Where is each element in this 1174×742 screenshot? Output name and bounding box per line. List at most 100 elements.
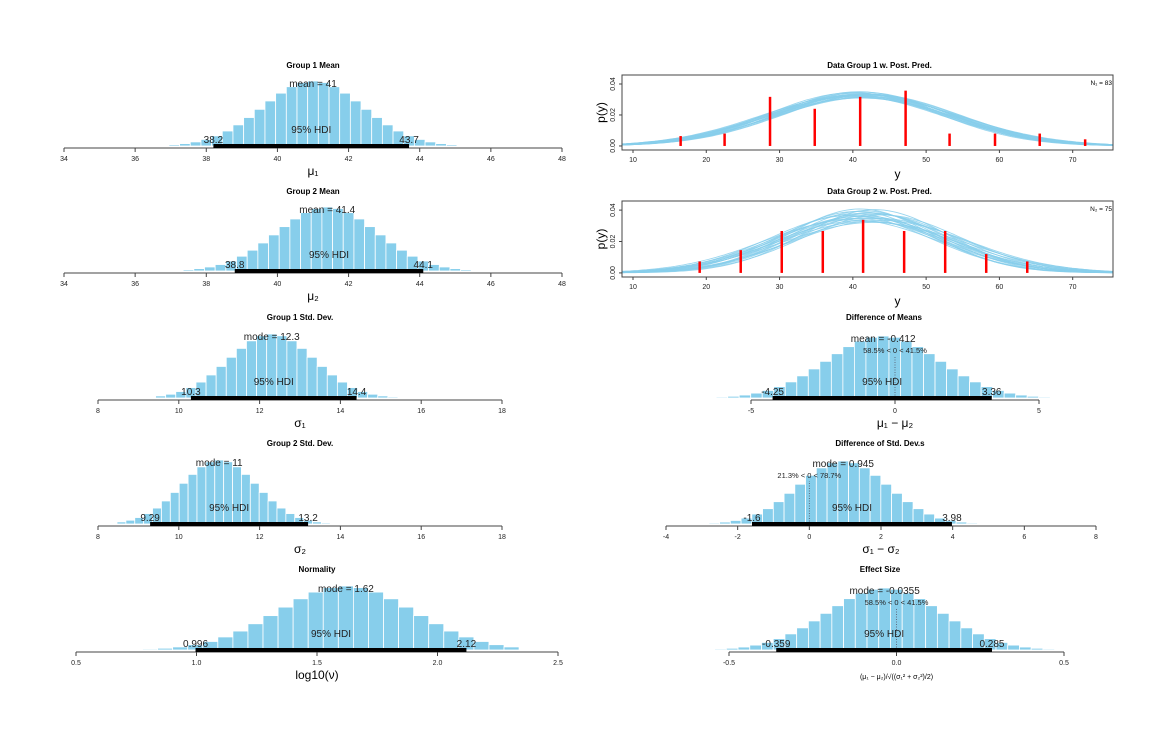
hdi-label: 95% HDI: [864, 629, 904, 640]
histogram-bar: [901, 501, 914, 525]
comparison-label: 58.5% < 0 < 41.5%: [865, 598, 929, 607]
histogram-bar: [322, 587, 339, 651]
histogram-bar: [278, 226, 291, 272]
histogram-bar: [843, 598, 856, 651]
histogram-bar: [725, 647, 739, 651]
histogram-bar: [727, 395, 740, 399]
predictive-curve: [622, 91, 1113, 146]
x-tick-label: 1.0: [192, 660, 202, 667]
hdi-low-label: 0.996: [183, 639, 208, 650]
histogram-bar: [367, 393, 379, 399]
x-tick-label: 60: [996, 157, 1004, 164]
x-tick-label: 10: [175, 408, 183, 415]
central-tendency-label: mode = 1.62: [318, 584, 374, 595]
comparison-label: 21.3% < 0 < 78.7%: [777, 471, 841, 480]
histogram-bar: [503, 646, 520, 651]
hdi-high-label: 43.7: [399, 135, 419, 146]
hdi-label: 95% HDI: [209, 503, 249, 514]
x-tick-label: 2.0: [433, 660, 443, 667]
histogram-bar: [286, 340, 298, 399]
histogram-bar: [342, 212, 355, 272]
histogram-bar: [193, 268, 205, 272]
x-tick-label: 0: [807, 534, 811, 541]
histogram-bar: [488, 644, 505, 651]
histogram-bar: [258, 492, 269, 525]
histogram-bar: [708, 522, 720, 525]
histogram-bar: [310, 208, 323, 272]
hdi-low-label: -4.25: [761, 387, 784, 398]
histogram-bar: [275, 92, 287, 147]
histogram-bar: [807, 620, 821, 651]
histogram-bar: [784, 381, 798, 399]
histogram-bar: [178, 482, 189, 525]
histogram-bar: [262, 615, 279, 651]
histogram-bar: [339, 92, 351, 147]
x-axis-label: σ₁: [294, 416, 305, 430]
histogram-bar: [891, 492, 903, 525]
histogram-bar: [165, 393, 177, 399]
histogram-bar: [435, 143, 447, 147]
histogram-bar: [762, 508, 774, 525]
histogram-bar: [353, 218, 365, 272]
histogram-bar: [292, 598, 309, 651]
histogram-bar: [460, 269, 472, 272]
x-tick-label: 48: [558, 156, 566, 163]
histogram-bar: [169, 492, 180, 525]
panel-data-group-1-w-post-pred-: Data Group 1 w. Post. Pred. 10 20 30 40 50 60 7…: [594, 61, 1114, 181]
x-tick-label: 48: [558, 281, 566, 288]
histogram-bar: [246, 249, 259, 272]
histogram-bar: [869, 474, 882, 525]
histogram-bar: [364, 226, 376, 272]
x-tick-label: 0: [893, 408, 897, 415]
histogram-bar: [936, 612, 950, 651]
histogram-bar: [225, 356, 237, 399]
histogram-bar: [235, 347, 247, 399]
x-tick-label: 12: [256, 534, 264, 541]
y-tick-label: 0.02: [610, 108, 617, 122]
x-tick-label: 1.5: [312, 660, 322, 667]
histogram-bar: [276, 335, 288, 399]
x-tick-label: 40: [849, 284, 857, 291]
predictive-curve: [622, 94, 1113, 146]
histogram-bar: [205, 461, 216, 525]
histogram-bar: [221, 130, 234, 147]
histogram-bar: [1042, 648, 1056, 651]
histogram-bar: [316, 366, 328, 399]
x-tick-label: 36: [131, 281, 139, 288]
x-tick-label: 40: [849, 157, 857, 164]
histogram-bar: [819, 360, 832, 399]
hdi-low-label: 10.3: [181, 387, 201, 398]
y-axis-label: p(y): [594, 102, 608, 123]
histogram-bar: [397, 397, 409, 399]
x-tick-label: -4: [663, 534, 669, 541]
histogram-bar: [187, 473, 198, 525]
hdi-label: 95% HDI: [862, 377, 902, 388]
histogram-bar: [396, 249, 408, 272]
x-tick-label: 38: [202, 281, 210, 288]
x-axis-label: μ₁: [308, 164, 319, 178]
predictive-curve: [622, 213, 1113, 274]
x-tick-label: 50: [922, 284, 930, 291]
central-tendency-label: mean = 41.4: [299, 205, 355, 216]
histogram-bar: [912, 508, 925, 525]
x-tick-label: 42: [345, 281, 353, 288]
histogram-bar: [1003, 392, 1017, 399]
histogram-bar: [438, 266, 451, 272]
x-tick-label: 16: [417, 534, 425, 541]
histogram-bar: [969, 381, 982, 399]
histogram-bar: [306, 356, 318, 399]
histogram-bar: [842, 346, 855, 399]
x-axis-label: μ₁ − μ₂: [877, 416, 914, 430]
x-tick-label: 10: [629, 284, 637, 291]
x-axis-label: y: [895, 167, 901, 181]
x-axis-label: log10(ν): [295, 668, 338, 682]
histogram-bar: [329, 523, 340, 525]
histogram-bar: [326, 374, 338, 399]
x-tick-label: 34: [60, 156, 68, 163]
histogram-bar: [794, 483, 806, 525]
histogram-bar: [783, 492, 796, 525]
x-tick-label: 44: [416, 156, 424, 163]
histogram-bar: [715, 396, 729, 399]
panel-group-1-std-dev-: Group 1 Std. Dev. 8 10 12 14 16 18 95% HDI 10.3 1…: [96, 313, 506, 430]
histogram-bar: [772, 501, 785, 525]
